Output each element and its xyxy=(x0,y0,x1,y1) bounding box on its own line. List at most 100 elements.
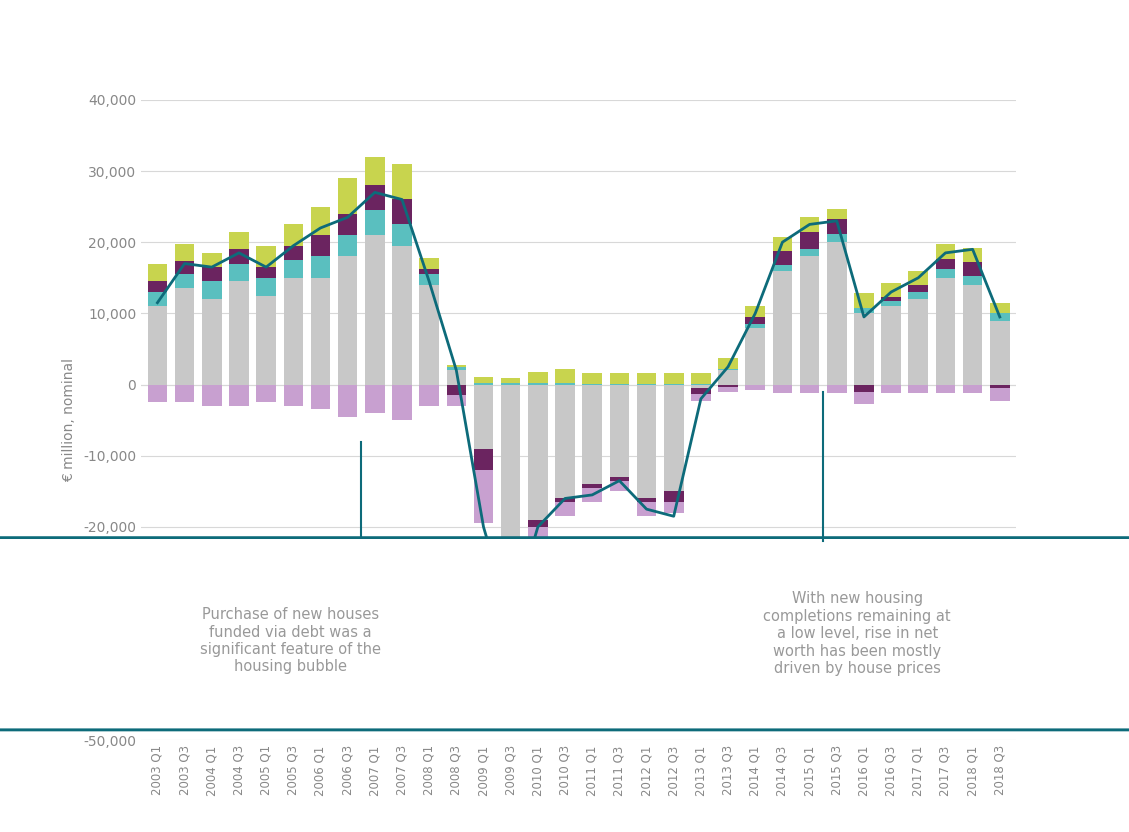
Bar xyxy=(175,275,194,289)
Bar xyxy=(882,306,901,384)
Bar xyxy=(202,267,221,281)
Bar xyxy=(501,556,520,584)
Bar xyxy=(963,248,982,262)
Bar xyxy=(799,256,820,384)
Bar xyxy=(283,278,303,384)
Y-axis label: € million, nominal: € million, nominal xyxy=(62,358,76,483)
Bar xyxy=(799,250,820,256)
Bar xyxy=(718,387,738,393)
Bar xyxy=(826,209,847,220)
Bar xyxy=(202,253,221,267)
Bar xyxy=(637,498,656,502)
Bar xyxy=(990,314,1009,320)
Bar xyxy=(637,502,656,516)
Bar xyxy=(148,384,167,403)
Bar xyxy=(501,584,520,634)
Bar xyxy=(664,492,683,502)
Text: Purchase of new houses
funded via debt was a
significant feature of the
housing : Purchase of new houses funded via debt w… xyxy=(200,607,382,675)
Bar xyxy=(175,261,194,275)
Bar xyxy=(555,369,575,384)
Bar xyxy=(583,484,602,488)
Bar xyxy=(936,270,955,278)
Bar xyxy=(936,259,955,270)
Bar xyxy=(338,214,358,235)
Bar xyxy=(745,317,765,324)
Bar xyxy=(175,289,194,384)
Bar xyxy=(772,250,793,265)
Bar xyxy=(419,384,439,406)
Bar xyxy=(447,384,466,395)
Bar xyxy=(419,269,439,275)
Bar xyxy=(691,388,710,394)
Bar xyxy=(745,384,765,390)
Bar xyxy=(447,370,466,384)
Bar xyxy=(936,278,955,384)
Bar xyxy=(283,260,303,278)
Bar xyxy=(664,502,683,513)
Bar xyxy=(963,276,982,285)
Bar xyxy=(256,295,275,384)
Bar xyxy=(936,384,955,393)
Bar xyxy=(283,225,303,245)
Bar xyxy=(610,481,629,492)
Bar xyxy=(501,379,520,384)
Bar xyxy=(555,498,575,502)
Bar xyxy=(338,235,358,256)
Bar xyxy=(826,384,847,393)
Bar xyxy=(990,303,1009,314)
Bar xyxy=(882,384,901,393)
Bar xyxy=(338,384,358,417)
Bar xyxy=(963,384,982,393)
Bar xyxy=(310,256,331,278)
Bar xyxy=(392,225,412,245)
Bar xyxy=(365,186,385,210)
Bar xyxy=(202,300,221,384)
Bar xyxy=(338,178,358,214)
Bar xyxy=(826,242,847,384)
Bar xyxy=(691,394,710,401)
Bar xyxy=(447,364,466,367)
Bar xyxy=(474,378,493,384)
Bar xyxy=(990,388,1009,401)
Bar xyxy=(365,384,385,413)
Bar xyxy=(256,245,275,267)
Bar xyxy=(909,285,928,292)
Bar xyxy=(310,206,331,235)
Bar xyxy=(229,231,248,250)
Bar xyxy=(637,384,656,498)
Bar xyxy=(474,384,493,448)
Bar xyxy=(528,527,548,537)
Bar xyxy=(745,328,765,384)
Bar xyxy=(855,314,874,384)
Bar xyxy=(392,200,412,225)
Bar xyxy=(963,285,982,384)
Bar xyxy=(175,244,194,261)
FancyBboxPatch shape xyxy=(0,537,1129,730)
Bar xyxy=(474,470,493,523)
Bar xyxy=(175,384,194,403)
Bar xyxy=(826,234,847,242)
Bar xyxy=(202,281,221,300)
Bar xyxy=(528,373,548,384)
Bar xyxy=(718,369,738,370)
Bar xyxy=(718,384,738,387)
Bar xyxy=(338,256,358,384)
Bar xyxy=(447,395,466,406)
Bar xyxy=(583,373,602,384)
Bar xyxy=(664,384,683,492)
Bar xyxy=(419,258,439,269)
Bar xyxy=(772,384,793,393)
Bar xyxy=(148,306,167,384)
Bar xyxy=(583,384,602,484)
Bar xyxy=(392,384,412,420)
Bar xyxy=(691,373,710,384)
Bar xyxy=(229,250,248,264)
Bar xyxy=(447,367,466,370)
Bar xyxy=(202,384,221,406)
Bar xyxy=(474,448,493,470)
Bar xyxy=(283,245,303,260)
Bar xyxy=(229,384,248,406)
Bar xyxy=(528,384,548,520)
Bar xyxy=(365,210,385,235)
Bar xyxy=(528,520,548,527)
